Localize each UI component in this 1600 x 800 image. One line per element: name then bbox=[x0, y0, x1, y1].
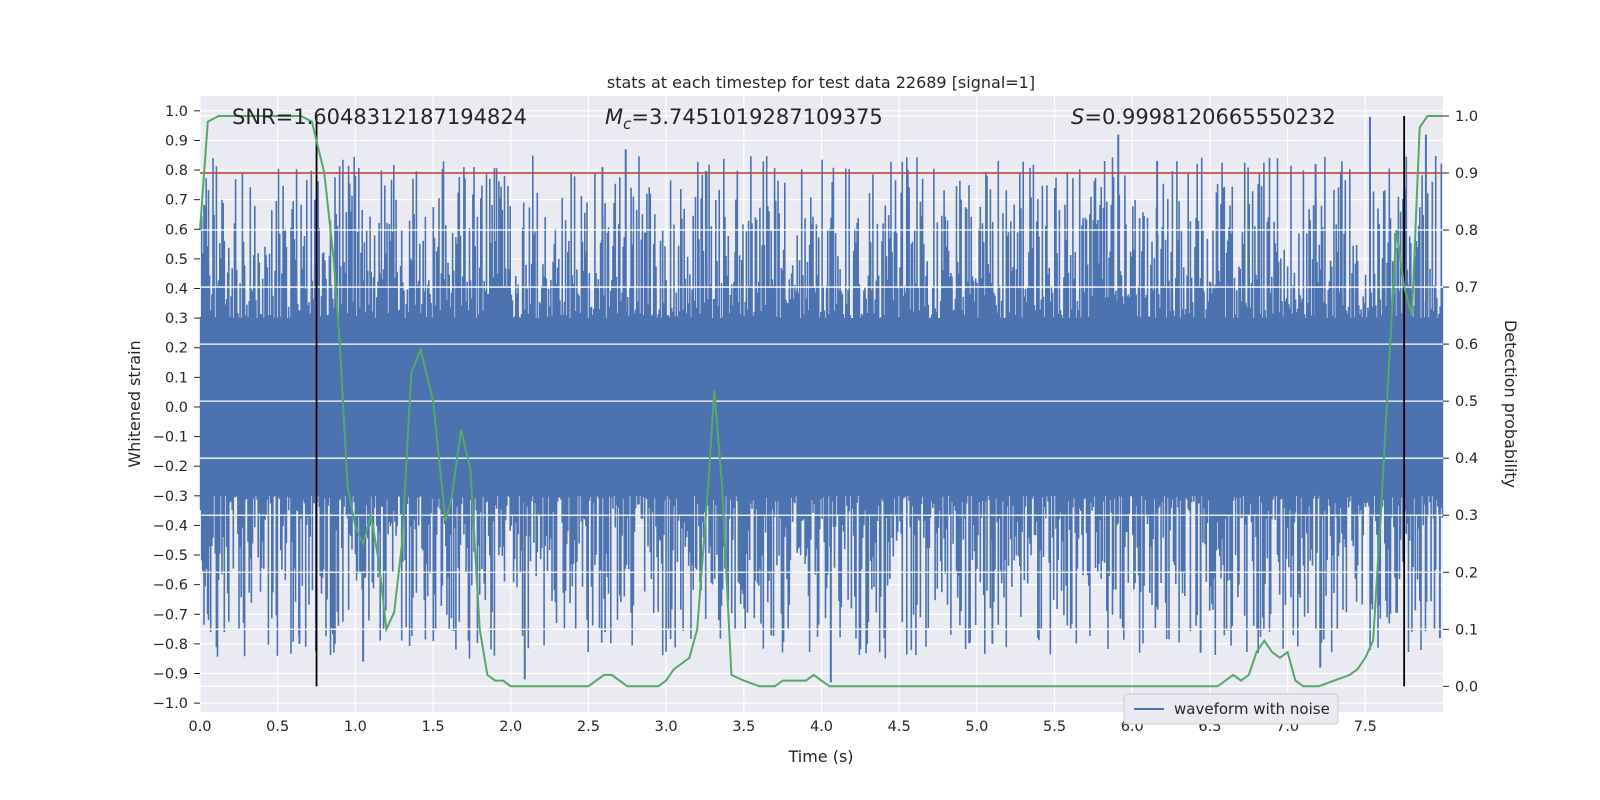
x-tick-label: 0.5 bbox=[266, 719, 289, 735]
y2-tick-label: 0.6 bbox=[1455, 337, 1478, 353]
x-axis-label: Time (s) bbox=[787, 747, 853, 766]
x-tick-label: 2.5 bbox=[577, 719, 600, 735]
waveform-core-band bbox=[200, 318, 1443, 496]
x-tick-label: 0.0 bbox=[188, 719, 211, 735]
s-value: =0.9998120665550232 bbox=[1084, 105, 1335, 129]
x-tick-label: 5.5 bbox=[1043, 719, 1066, 735]
y-tick-label: 0.1 bbox=[165, 370, 188, 386]
y2-tick-label: 0.5 bbox=[1455, 394, 1478, 410]
legend-label: waveform with noise bbox=[1174, 700, 1330, 718]
y2-tick-label: 0.7 bbox=[1455, 280, 1478, 296]
y2-tick-label: 0.2 bbox=[1455, 565, 1478, 581]
y-axis-ticks: −1.0 −0.9 −0.8 −0.7 −0.6 −0.5 −0.4 −0.3 −0.2 −0.1… bbox=[153, 104, 200, 712]
y-tick-label: 0.7 bbox=[165, 193, 188, 209]
chirp-mass-annotation: Mc=3.7451019287109375 bbox=[605, 105, 883, 133]
y-tick-label: 0.0 bbox=[165, 400, 188, 416]
x-tick-label: 7.5 bbox=[1354, 719, 1377, 735]
y-tick-label: −0.9 bbox=[153, 667, 188, 683]
y2-tick-label: 0.8 bbox=[1455, 223, 1478, 239]
y2-axis-label: Detection probability bbox=[1501, 320, 1520, 488]
chirp-mass-subscript: c bbox=[623, 115, 632, 133]
x-tick-label: 2.0 bbox=[499, 719, 522, 735]
y-tick-label: −0.1 bbox=[153, 430, 188, 446]
snr-annotation: SNR=1.6048312187194824 bbox=[232, 105, 527, 129]
y-tick-label: −0.2 bbox=[153, 459, 188, 475]
y-tick-label: −0.4 bbox=[153, 518, 188, 534]
y-tick-label: 1.0 bbox=[165, 104, 188, 120]
y2-tick-label: 0.1 bbox=[1455, 622, 1478, 638]
x-tick-label: 3.0 bbox=[655, 719, 678, 735]
x-tick-label: 1.5 bbox=[422, 719, 445, 735]
y-axis-label: Whitened strain bbox=[125, 340, 144, 467]
chirp-mass-value: =3.7451019287109375 bbox=[631, 105, 882, 129]
detection-probability-line bbox=[199, 115, 1443, 688]
y2-tick-label: 1.0 bbox=[1455, 109, 1478, 125]
y-tick-label: 0.9 bbox=[165, 133, 188, 149]
y-tick-label: −0.8 bbox=[153, 637, 188, 653]
chirp-mass-symbol: M bbox=[605, 105, 623, 129]
legend: waveform with noise bbox=[1123, 693, 1339, 725]
y2-tick-label: 0.3 bbox=[1455, 508, 1478, 524]
legend-box bbox=[1123, 693, 1339, 725]
y-tick-label: −0.3 bbox=[153, 489, 188, 505]
s-symbol: S bbox=[1071, 105, 1084, 129]
y-tick-label: −1.0 bbox=[153, 696, 188, 712]
y-tick-label: 0.4 bbox=[165, 282, 188, 298]
y-tick-label: 0.5 bbox=[165, 252, 188, 268]
y2-tick-label: 0.4 bbox=[1455, 451, 1478, 467]
x-tick-label: 3.5 bbox=[732, 719, 755, 735]
y-tick-label: 0.3 bbox=[165, 311, 188, 327]
y-tick-label: −0.5 bbox=[153, 548, 188, 564]
x-tick-label: 4.0 bbox=[810, 719, 833, 735]
y-tick-label: −0.7 bbox=[153, 607, 188, 623]
s-annotation: S=0.9998120665550232 bbox=[1071, 105, 1336, 129]
chart-title: stats at each timestep for test data 226… bbox=[607, 73, 1035, 92]
y-tick-label: 0.6 bbox=[165, 222, 188, 238]
x-tick-label: 5.0 bbox=[965, 719, 988, 735]
overlays bbox=[199, 115, 1443, 688]
y-tick-label: −0.6 bbox=[153, 578, 188, 594]
y2-tick-label: 0.9 bbox=[1455, 166, 1478, 182]
y-tick-label: 0.8 bbox=[165, 163, 188, 179]
x-tick-label: 4.5 bbox=[888, 719, 911, 735]
y-tick-label: 0.2 bbox=[165, 341, 188, 357]
y2-tick-label: 0.0 bbox=[1455, 679, 1478, 695]
y2-axis-ticks: 0.0 0.1 0.2 0.3 0.4 0.5 0.6 0.7 0.8 0.9 1.0 bbox=[1443, 109, 1478, 695]
x-tick-label: 1.0 bbox=[344, 719, 367, 735]
